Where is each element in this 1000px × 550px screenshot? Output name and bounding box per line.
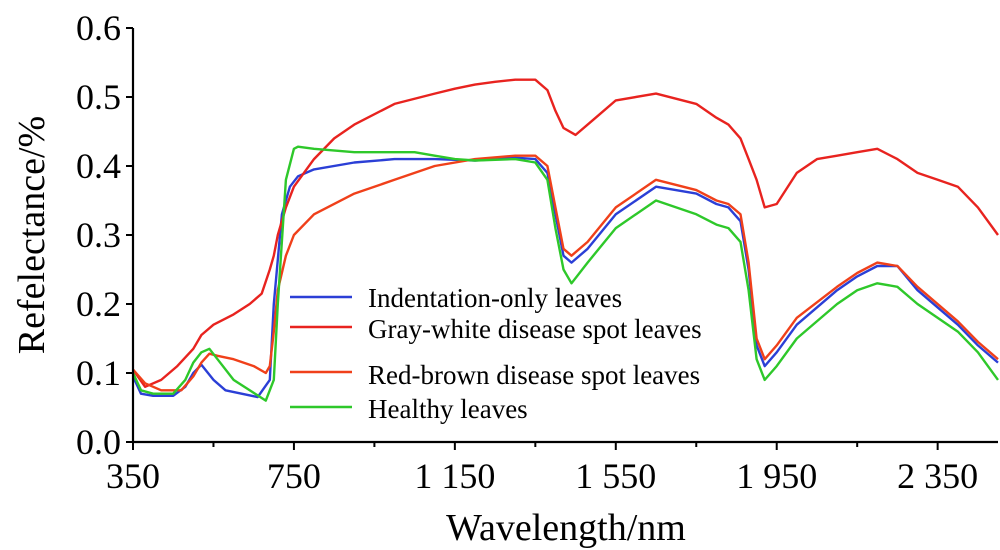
y-tick-label: 0.2	[76, 284, 121, 324]
legend-label: Gray-white disease spot leaves	[368, 314, 702, 344]
x-tick-label: 2 350	[897, 456, 978, 496]
y-tick-label: 0.1	[76, 353, 121, 393]
y-ticks: 0.0 0.1 0.2 0.3 0.4 0.5 0.6	[76, 8, 133, 462]
x-tick-label: 350	[106, 456, 160, 496]
series-layer	[131, 78, 999, 402]
x-tick-label: 1 950	[736, 456, 817, 496]
x-ticks: 350 750 1 150 1 550 1 950 2 350	[106, 442, 978, 496]
legend-label: Healthy leaves	[368, 394, 528, 424]
y-tick-label: 0.4	[76, 146, 121, 186]
legend-label: Red-brown disease spot leaves	[368, 360, 700, 390]
series-line-1	[132, 78, 999, 388]
y-tick-label: 0.5	[76, 77, 121, 117]
series-line-2	[132, 154, 999, 392]
series-line-3	[131, 145, 999, 402]
x-tick-label: 750	[267, 456, 321, 496]
x-tick-label: 1 550	[575, 456, 656, 496]
x-axis-title: Wavelength/nm	[446, 507, 686, 549]
y-tick-label: 0.3	[76, 215, 121, 255]
legend-label: Indentation-only leaves	[368, 283, 622, 313]
y-tick-label: 0.0	[76, 422, 121, 462]
series-line-0	[131, 156, 999, 399]
y-tick-label: 0.6	[76, 8, 121, 48]
y-axis-title: Refelectance/%	[11, 116, 53, 354]
x-tick-label: 1 150	[414, 456, 495, 496]
